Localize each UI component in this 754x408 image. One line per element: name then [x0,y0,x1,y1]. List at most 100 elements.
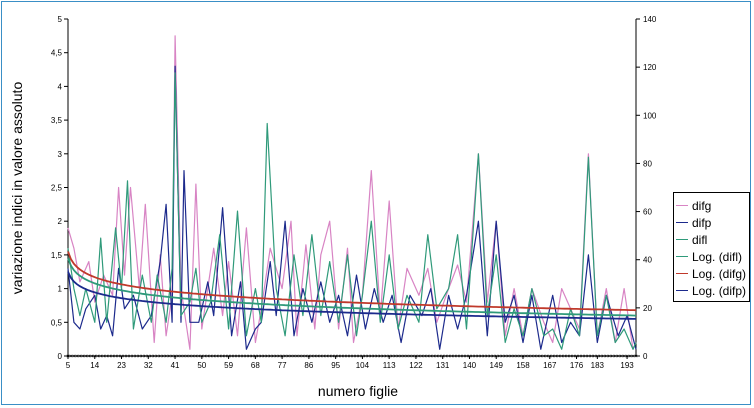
x-tick-label: 158 [516,361,530,370]
baseline-marker [560,354,564,358]
baseline-marker [545,354,549,358]
baseline-marker [539,354,543,358]
legend-swatch [676,222,688,223]
y-right-tick-label: 40 [643,256,652,265]
x-tick-label: 149 [490,361,504,370]
baseline-marker [340,354,344,358]
baseline-marker [143,354,147,358]
baseline-marker [319,354,323,358]
baseline-marker [322,354,326,358]
baseline-marker [616,354,620,358]
trendline-log-difp [67,271,636,320]
baseline-marker [108,354,112,358]
y-right-tick-label: 120 [643,63,657,72]
baseline-marker [474,354,477,358]
baseline-marker [227,354,230,358]
baseline-marker [551,354,555,358]
baseline-marker [530,354,534,358]
baseline-marker [512,354,516,358]
baseline-marker [307,354,311,358]
y-left-tick-label: 3,5 [51,116,63,125]
baseline-marker [164,354,168,358]
baseline-marker [595,354,599,358]
legend-item: difp [676,214,749,231]
baseline-marker [224,354,228,358]
baseline-marker [601,354,605,358]
baseline-marker [557,354,561,358]
baseline-marker [245,354,248,358]
baseline-marker [572,354,575,358]
baseline-marker [182,354,186,358]
legend-swatch [676,256,688,257]
baseline-marker [134,354,138,358]
baseline-marker [578,354,581,358]
baseline-marker [420,354,424,358]
baseline-marker [521,354,525,358]
baseline-marker [283,354,287,358]
baseline-marker [155,354,159,358]
baseline-marker [250,354,254,358]
baseline-marker [194,354,198,358]
baseline-marker [355,354,358,358]
baseline-marker [313,354,317,358]
baseline-marker [218,354,222,358]
baseline-marker [111,354,115,358]
baseline-marker [396,354,400,358]
baseline-marker [482,354,486,358]
baseline-marker [346,354,349,358]
baseline-marker [607,354,611,358]
baseline-marker [575,354,578,358]
y-left-tick-label: 4 [58,82,63,91]
baseline-marker [542,354,546,358]
baseline-marker [167,354,171,358]
baseline-marker [619,354,623,358]
baseline-marker [87,354,91,358]
baseline-marker [316,354,320,358]
legend-swatch [676,273,688,274]
baseline-marker [343,354,346,358]
baseline-marker [191,354,195,358]
baseline-marker [563,354,567,358]
baseline-marker [610,354,614,358]
baseline-marker [488,354,492,358]
baseline-marker [126,354,129,358]
baseline-marker [233,354,236,358]
baseline-marker [438,354,442,358]
baseline-marker [188,354,192,358]
baseline-marker [352,354,355,358]
x-tick-label: 183 [591,361,605,370]
baseline-marker [589,354,593,358]
baseline-marker [247,354,251,358]
baseline-marker [123,354,126,358]
baseline-marker [185,354,189,358]
y-left-tick-label: 2 [58,217,63,226]
x-tick-label: 193 [620,361,634,370]
baseline-marker [253,354,257,358]
x-tick-label: 59 [224,361,233,370]
baseline-marker [625,354,629,358]
baseline-marker [405,354,409,358]
baseline-marker [259,354,263,358]
baseline-marker [137,354,141,358]
baseline-marker [447,354,451,358]
x-tick-label: 113 [383,361,396,370]
legend: difg difp difl Log. (difl) Log. (difg) Log. (… [673,192,750,302]
baseline-marker [587,354,590,358]
baseline-marker [429,354,433,358]
x-tick-label: 50 [197,361,206,370]
baseline-marker [146,354,150,358]
baseline-marker [503,354,507,358]
y-left-tick-label: 5 [58,15,63,24]
baseline-marker [262,354,266,358]
y-left-tick-label: 4,5 [51,49,63,58]
baseline-marker [533,354,537,358]
baseline-marker [280,354,284,358]
baseline-marker [441,354,445,358]
baseline-marker [239,354,242,358]
legend-swatch [676,239,688,240]
trendline-log-difg [67,251,637,312]
y-right-tick-label: 60 [643,208,652,217]
baseline-marker [423,354,427,358]
